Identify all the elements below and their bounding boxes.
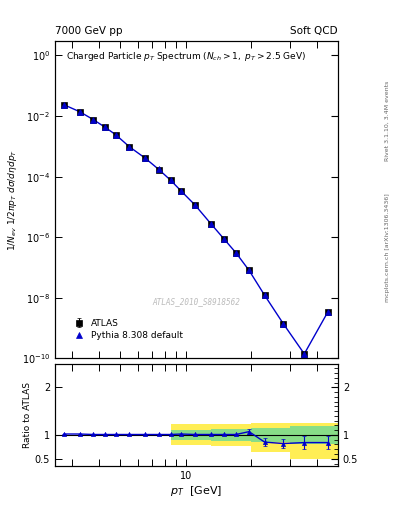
Y-axis label: Ratio to ATLAS: Ratio to ATLAS bbox=[23, 382, 32, 447]
Text: ATLAS_2010_S8918562: ATLAS_2010_S8918562 bbox=[152, 297, 241, 306]
Bar bbox=[290, 423, 393, 459]
Bar bbox=[252, 428, 290, 442]
Bar bbox=[211, 429, 252, 441]
Legend: ATLAS, Pythia 8.308 default: ATLAS, Pythia 8.308 default bbox=[68, 315, 187, 345]
Text: Rivet 3.1.10, 3.4M events: Rivet 3.1.10, 3.4M events bbox=[385, 80, 389, 160]
Bar bbox=[171, 424, 211, 445]
Bar bbox=[171, 430, 211, 440]
Bar bbox=[290, 426, 393, 443]
Bar bbox=[211, 423, 252, 446]
Text: Charged Particle $p_T$ Spectrum ($N_{ch} > 1,\ p_T > 2.5$ GeV): Charged Particle $p_T$ Spectrum ($N_{ch}… bbox=[66, 51, 307, 63]
Text: Soft QCD: Soft QCD bbox=[290, 26, 338, 36]
Bar bbox=[252, 423, 290, 452]
X-axis label: $p_T$  [GeV]: $p_T$ [GeV] bbox=[171, 483, 222, 498]
Y-axis label: $1/N_{ev}\ 1/2\pi p_T\ d\sigma/d\eta dp_T$: $1/N_{ev}\ 1/2\pi p_T\ d\sigma/d\eta dp_… bbox=[6, 148, 19, 251]
Text: 7000 GeV pp: 7000 GeV pp bbox=[55, 26, 123, 36]
Text: mcplots.cern.ch [arXiv:1306.3436]: mcplots.cern.ch [arXiv:1306.3436] bbox=[385, 193, 389, 302]
